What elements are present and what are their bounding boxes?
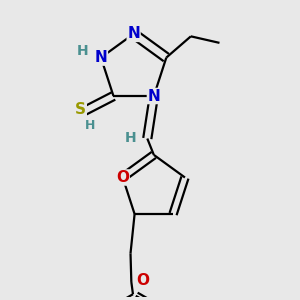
Text: N: N xyxy=(148,88,160,104)
Text: O: O xyxy=(116,170,129,185)
Text: O: O xyxy=(136,273,149,288)
Text: N: N xyxy=(94,50,107,65)
Text: H: H xyxy=(85,119,95,132)
Text: H: H xyxy=(77,44,89,58)
Text: H: H xyxy=(125,131,137,145)
Text: N: N xyxy=(127,26,140,41)
Text: S: S xyxy=(75,102,86,117)
